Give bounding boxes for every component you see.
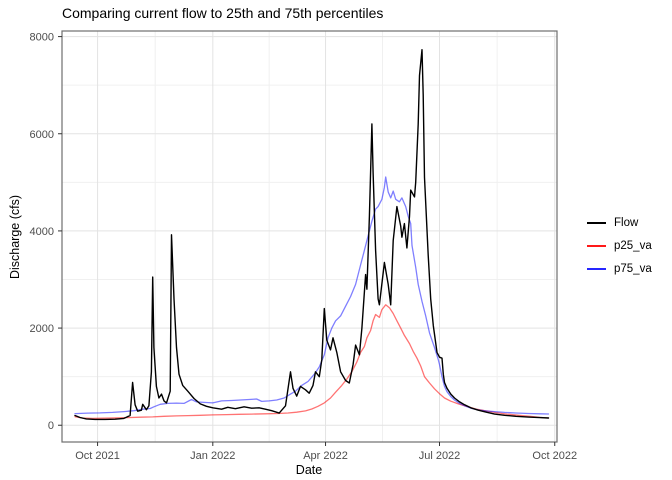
flow-line — [74, 49, 550, 421]
y-tick-label: 4000 — [30, 226, 54, 238]
legend: Flow p25_va p75_va — [587, 211, 652, 280]
p75-line-key-icon — [587, 267, 606, 270]
plot-panel — [62, 31, 557, 442]
panel-border — [61, 30, 558, 443]
flow-line-key-icon — [587, 221, 606, 224]
legend-label-p25: p25_va — [614, 239, 652, 252]
legend-item-p75: p75_va — [587, 257, 652, 280]
y-tick-label: 8000 — [30, 32, 54, 44]
x-axis-title: Date — [295, 463, 323, 477]
x-tick-label: Oct 2022 — [532, 450, 577, 462]
p25-line-key-icon — [587, 244, 606, 247]
p75-line — [74, 176, 550, 415]
p25-line — [74, 304, 550, 420]
y-tick-label: 6000 — [30, 129, 54, 141]
x-tick-label: Oct 2021 — [75, 450, 120, 462]
chart-title: Comparing current flow to 25th and 75th … — [62, 5, 384, 21]
y-axis-title: Discharge (cfs) — [8, 194, 22, 280]
x-tick-label: Jan 2022 — [190, 450, 235, 462]
y-tick-label: 0 — [48, 420, 54, 432]
legend-label-p75: p75_va — [614, 262, 652, 275]
legend-item-flow: Flow — [587, 211, 652, 234]
legend-item-p25: p25_va — [587, 234, 652, 257]
y-tick-label: 2000 — [30, 323, 54, 335]
x-tick-label: Apr 2022 — [303, 450, 348, 462]
x-tick-label: Jul 2022 — [419, 450, 461, 462]
legend-label-flow: Flow — [614, 216, 639, 229]
